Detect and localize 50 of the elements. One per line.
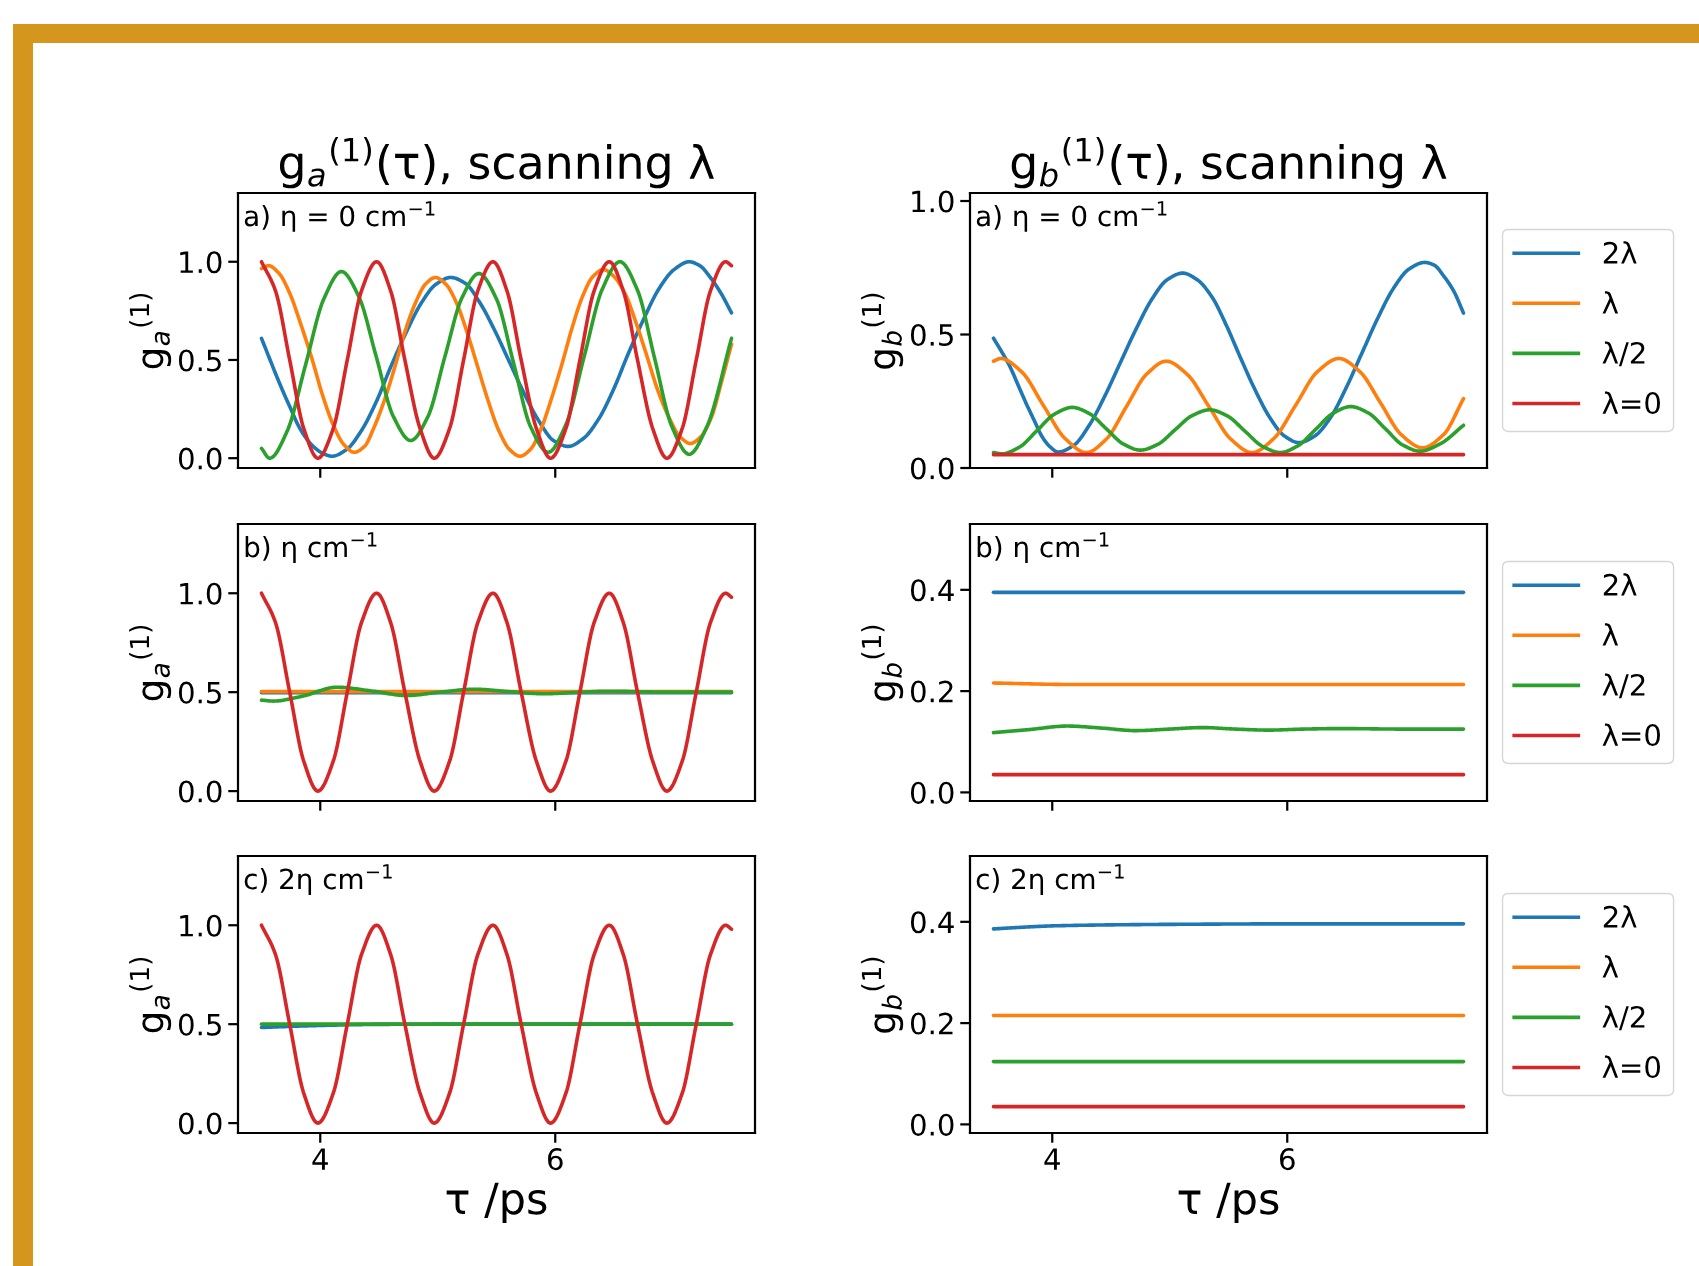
x-tick-label: 6 <box>1280 1148 1295 1171</box>
legend-label: λ/2 <box>1602 341 1645 367</box>
annotation: b) η cm$^{−1}$ <box>245 532 377 563</box>
legend-label: λ=0 <box>1602 391 1660 415</box>
y-tick-label: 0.0 <box>178 447 222 470</box>
y-tick-label: 0.5 <box>178 1013 221 1036</box>
y-tick-label: 0.5 <box>178 349 221 372</box>
legend-label: λ <box>1602 955 1619 978</box>
x-axis-title: τ /ps <box>446 1182 547 1224</box>
y-tick-label: 0.0 <box>910 457 954 480</box>
y-tick-label: 0.4 <box>910 579 954 602</box>
legend-label: λ <box>1602 291 1619 314</box>
annotation: a) η = 0 cm$^{−1}$ <box>976 201 1167 232</box>
chart-title: g$_{b}$$^{(1)}$(τ), scanning λ <box>1011 136 1447 189</box>
legend-label: λ <box>1602 623 1619 646</box>
y-axis-title: g$_{b}$$^{(1)}$ <box>861 293 904 369</box>
y-tick-label: 1.0 <box>180 251 222 274</box>
y-tick-label: 1.0 <box>912 190 954 213</box>
legend-label: λ/2 <box>1602 673 1645 699</box>
x-axis-title: τ /ps <box>1178 1182 1279 1224</box>
annotation: a) η = 0 cm$^{−1}$ <box>244 201 435 232</box>
y-tick-label: 0.2 <box>910 680 953 703</box>
chart-title: g$_{a}$$^{(1)}$(τ), scanning λ <box>279 136 714 189</box>
y-tick-label: 1.0 <box>180 914 222 937</box>
y-axis-title: g$_{a}$$^{(1)}$ <box>129 293 172 369</box>
x-tick-label: 4 <box>1044 1148 1060 1170</box>
legend-label: 2λ <box>1603 573 1637 596</box>
y-axis-title: g$_{b}$$^{(1)}$ <box>861 625 904 701</box>
y-tick-label: 1.0 <box>180 582 222 605</box>
y-tick-label: 0.2 <box>910 1012 953 1035</box>
y-tick-label: 0.5 <box>178 681 221 704</box>
y-tick-label: 0.4 <box>910 911 954 934</box>
annotation: c) 2η cm$^{−1}$ <box>976 864 1124 895</box>
y-axis-title: g$_{a}$$^{(1)}$ <box>129 625 172 701</box>
y-tick-label: 0.0 <box>910 781 954 804</box>
y-axis-title: g$_{a}$$^{(1)}$ <box>129 957 172 1033</box>
legend-label: λ=0 <box>1602 1055 1660 1079</box>
x-tick-label: 6 <box>548 1148 563 1171</box>
y-tick-label: 0.0 <box>178 780 222 803</box>
legend-label: λ=0 <box>1602 723 1660 747</box>
legend-label: λ/2 <box>1602 1005 1645 1031</box>
legend-label: 2λ <box>1603 905 1637 928</box>
y-tick-label: 0.5 <box>910 323 953 346</box>
y-axis-title: g$_{b}$$^{(1)}$ <box>861 957 904 1033</box>
legend-label: 2λ <box>1603 241 1637 264</box>
annotation: b) η cm$^{−1}$ <box>977 532 1109 563</box>
annotation: c) 2η cm$^{−1}$ <box>244 864 392 895</box>
y-tick-label: 0.0 <box>910 1113 954 1136</box>
y-tick-label: 0.0 <box>178 1112 222 1135</box>
x-tick-label: 4 <box>312 1148 328 1170</box>
